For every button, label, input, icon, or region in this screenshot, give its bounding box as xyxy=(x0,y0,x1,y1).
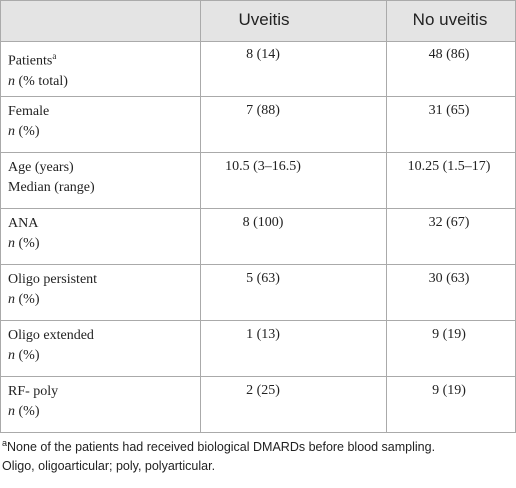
label-text: Female xyxy=(8,104,50,119)
border xyxy=(0,0,1,432)
value-cell: 32 (67) xyxy=(428,215,470,230)
row-label: Oligo persistent n (%) xyxy=(8,270,97,310)
sub-text: (%) xyxy=(18,348,40,363)
value-cell: 1 (13) xyxy=(246,327,280,342)
value-cell: 10.5 (3–16.5) xyxy=(225,159,301,174)
row-label: Age (years) Median (range) xyxy=(8,158,95,198)
border xyxy=(200,0,201,432)
row-label: ANA n (%) xyxy=(8,214,40,254)
label-sup: a xyxy=(52,51,57,61)
label-text: Age (years) xyxy=(8,160,74,175)
row-border xyxy=(0,376,516,377)
row-border xyxy=(0,152,516,153)
header-cell: Uveitis xyxy=(238,10,290,29)
footnote: aNone of the patients had received biolo… xyxy=(2,438,435,454)
value-cell: 8 (100) xyxy=(242,215,284,230)
row-label: RF- poly n (%) xyxy=(8,382,58,422)
sub-text: (%) xyxy=(18,404,40,419)
value-cell: 7 (88) xyxy=(246,103,280,118)
value-cell: 8 (14) xyxy=(246,47,280,62)
footnote-text: None of the patients had received biolog… xyxy=(7,440,436,455)
sub-var: n xyxy=(8,73,15,89)
label-text: Patients xyxy=(8,53,53,69)
header-cell: No uveitis xyxy=(412,10,488,29)
value-cell: 31 (65) xyxy=(428,103,470,118)
row-border xyxy=(0,432,516,433)
value-cell: 10.25 (1.5–17) xyxy=(407,159,491,174)
value-cell: 9 (19) xyxy=(432,383,466,398)
row-label: Female n (%) xyxy=(8,102,49,142)
label-text: Oligo extended xyxy=(8,328,94,343)
sub-text: (% total) xyxy=(18,73,68,89)
value-cell: 9 (19) xyxy=(432,327,466,342)
value-cell: 5 (63) xyxy=(246,271,280,286)
value-cell: 30 (63) xyxy=(428,271,470,286)
border xyxy=(386,0,387,432)
row-border xyxy=(0,264,516,265)
row-border xyxy=(0,320,516,321)
row-border xyxy=(0,208,516,209)
label-text: RF- poly xyxy=(8,384,59,399)
sub-var: n xyxy=(8,348,15,363)
sub-var: n xyxy=(8,404,15,419)
label-text: Oligo persistent xyxy=(8,272,98,287)
sub-var: n xyxy=(8,124,15,139)
value-cell: 48 (86) xyxy=(428,47,470,62)
sub-text: (%) xyxy=(18,236,40,251)
sub-text: (%) xyxy=(18,124,40,139)
footnote: Oligo, oligoarticular; poly, polyarticul… xyxy=(2,459,216,473)
row-label: Patientsa n (% total) xyxy=(8,46,68,92)
header-row xyxy=(0,0,516,42)
sub-var: n xyxy=(8,292,15,307)
footnote-mark: a xyxy=(2,438,8,448)
row-border xyxy=(0,96,516,97)
sub-text: (%) xyxy=(18,292,40,307)
sub-var: n xyxy=(8,236,15,251)
sub-text: Median (range) xyxy=(8,180,95,195)
value-cell: 2 (25) xyxy=(246,383,280,398)
label-text: ANA xyxy=(8,216,39,231)
row-label: Oligo extended n (%) xyxy=(8,326,94,366)
